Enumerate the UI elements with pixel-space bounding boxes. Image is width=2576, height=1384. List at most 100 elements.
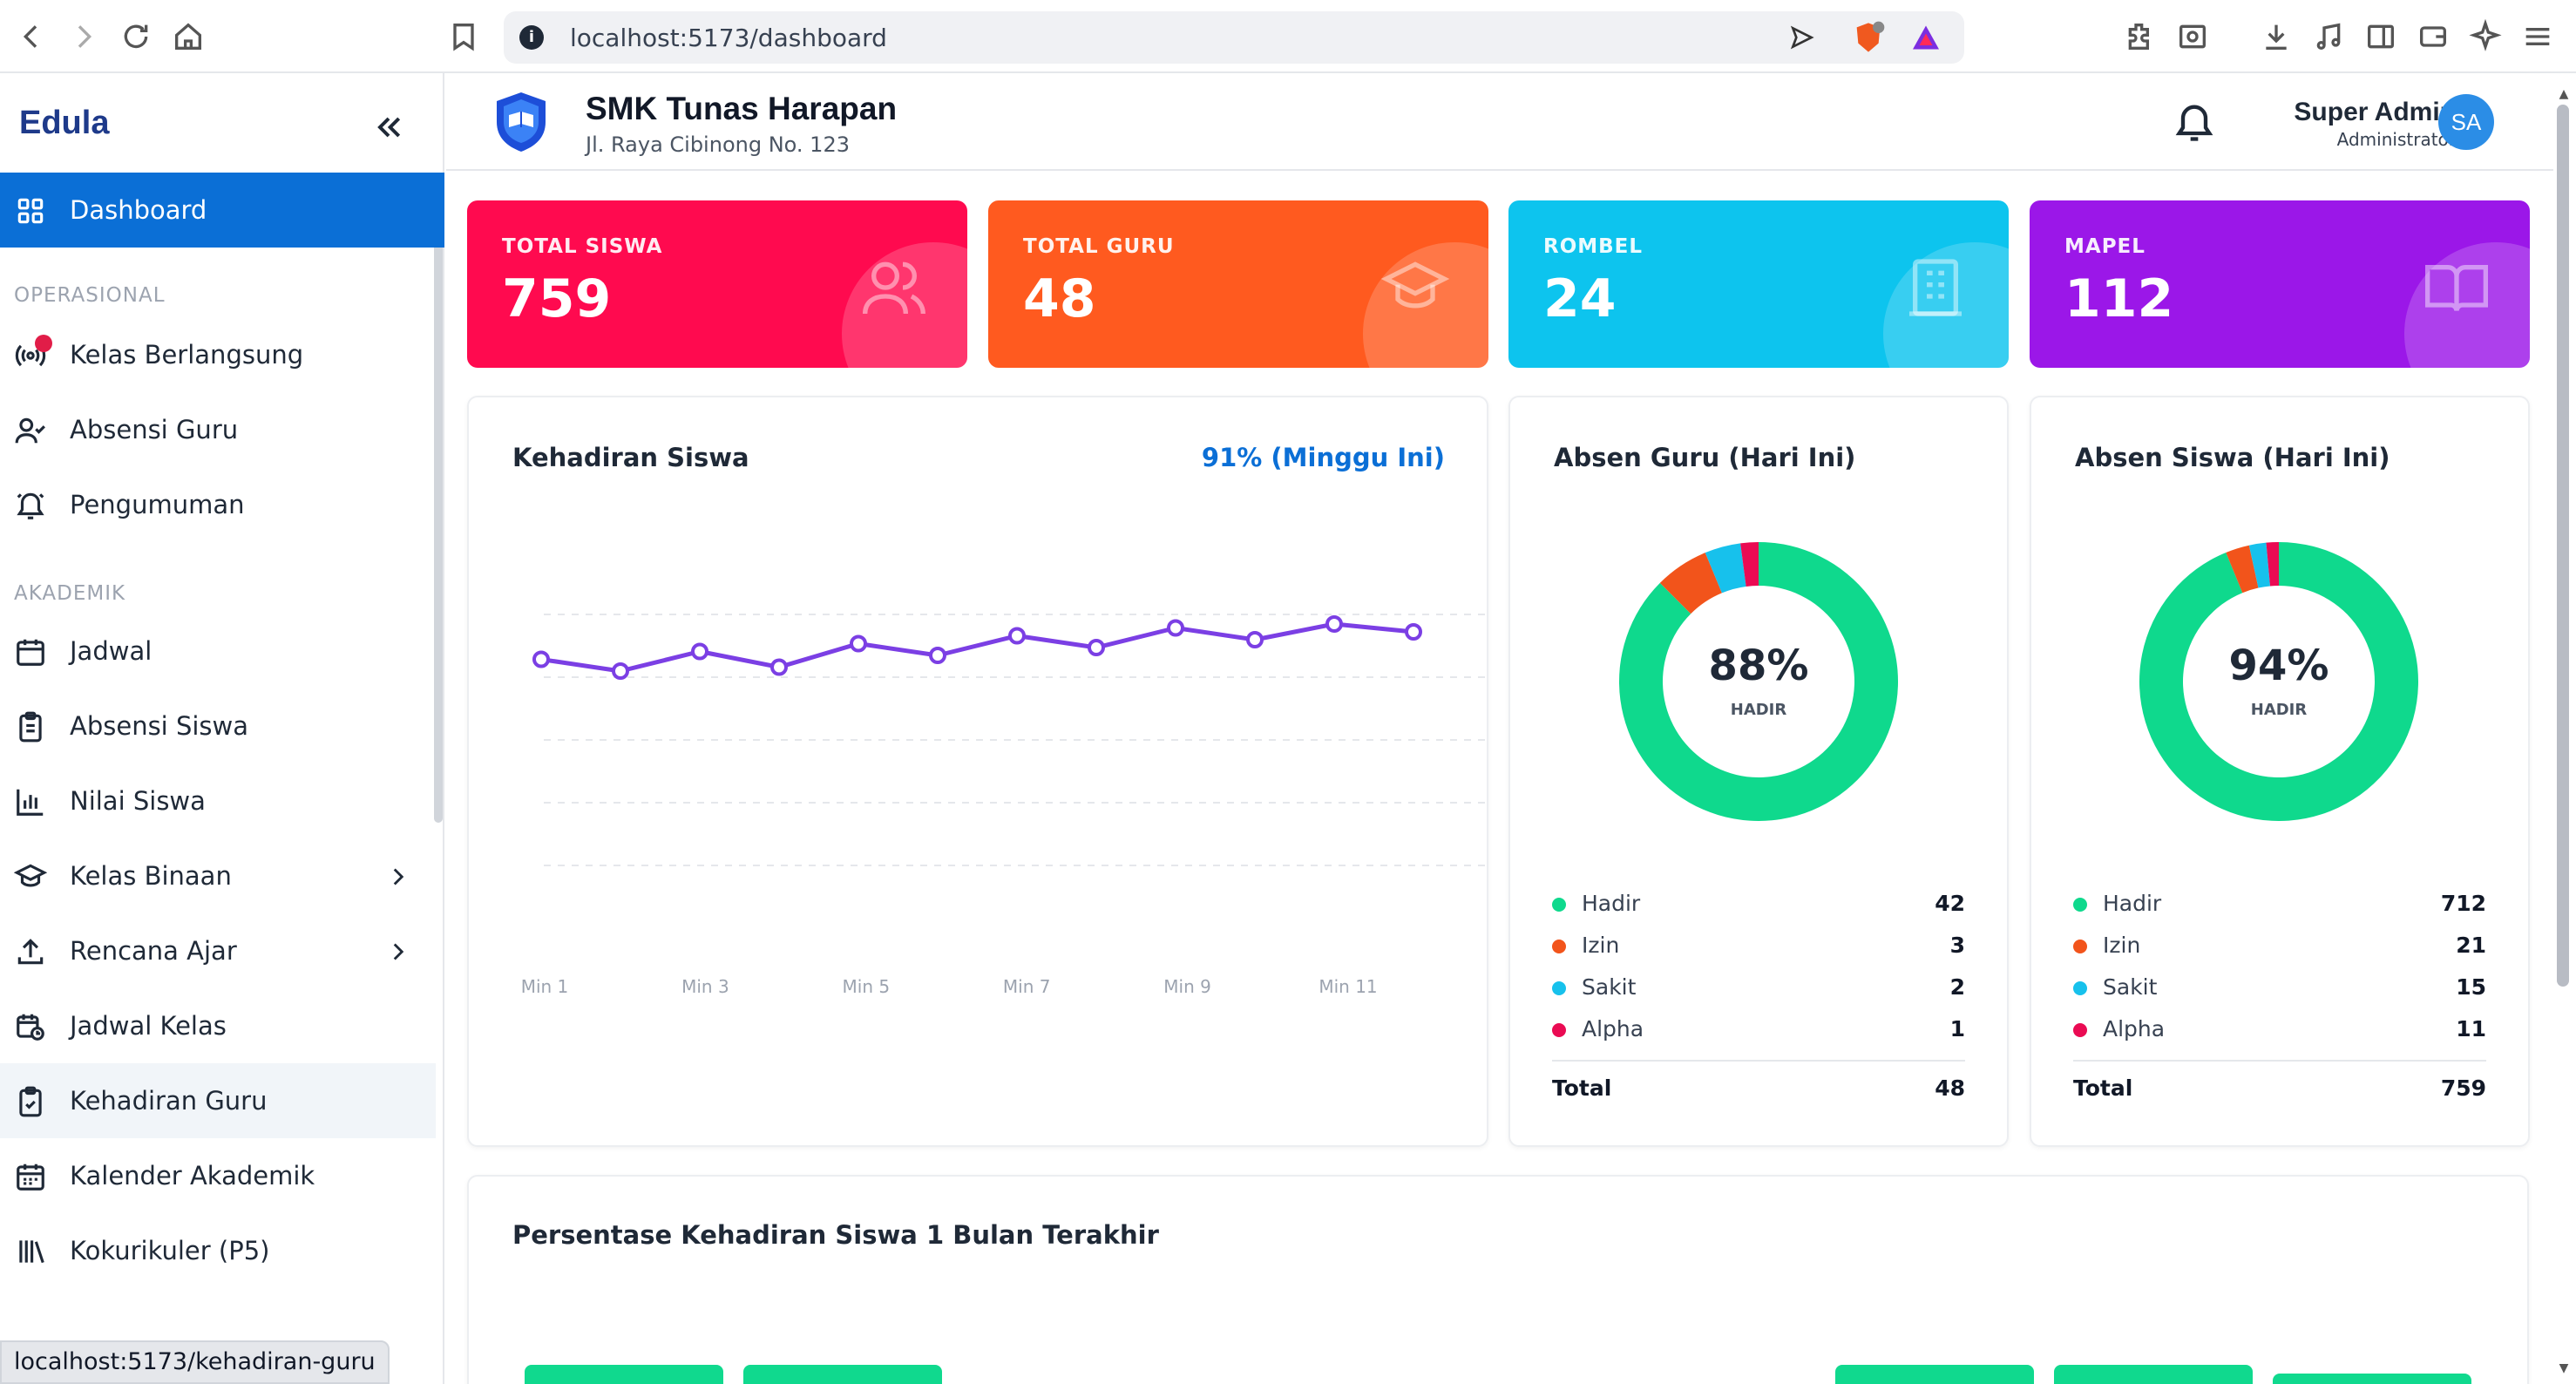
legend-row: Izin 21 bbox=[2073, 929, 2486, 964]
sidebar-item-kehadiran-guru[interactable]: Kehadiran Guru bbox=[0, 1063, 436, 1138]
legend-row: Alpha 1 bbox=[1552, 1013, 1965, 1048]
data-point[interactable] bbox=[1088, 639, 1105, 656]
donut-center-label: HADIR bbox=[2250, 701, 2308, 719]
brave-shield-icon[interactable] bbox=[1851, 20, 1886, 55]
sidebar-item-kelas-binaan[interactable]: Kelas Binaan bbox=[0, 838, 436, 913]
legend-label: Alpha bbox=[2103, 1016, 2166, 1041]
sidebar-item-label: Kehadiran Guru bbox=[70, 1086, 268, 1116]
legend-value: 42 bbox=[1935, 891, 1965, 916]
panel-title: Kehadiran Siswa bbox=[512, 443, 749, 472]
data-point[interactable] bbox=[1246, 631, 1264, 648]
data-point[interactable] bbox=[612, 662, 629, 680]
data-point[interactable] bbox=[1008, 627, 1026, 645]
scroll-up-arrow[interactable]: ▲ bbox=[2559, 87, 2569, 101]
graduation-cap-icon bbox=[1380, 261, 1450, 309]
school-shield-icon bbox=[497, 92, 546, 152]
screenshot-icon[interactable] bbox=[2175, 19, 2210, 54]
legend-label: Hadir bbox=[2103, 891, 2162, 916]
donut-slice-hadir[interactable] bbox=[2139, 542, 2418, 821]
data-point[interactable] bbox=[1325, 615, 1343, 633]
monthly-bar[interactable] bbox=[2273, 1374, 2471, 1384]
forward-icon[interactable] bbox=[66, 19, 101, 54]
menu-icon[interactable] bbox=[2520, 19, 2555, 54]
upload-icon bbox=[17, 939, 44, 965]
data-point[interactable] bbox=[532, 650, 550, 668]
legend-row: Hadir 42 bbox=[1552, 887, 1965, 922]
bookmark-icon[interactable] bbox=[446, 19, 481, 54]
sidebar-item-kalender-akademik[interactable]: Kalender Akademik bbox=[0, 1138, 436, 1213]
section-label-operasional: OPERASIONAL bbox=[14, 284, 166, 307]
data-point[interactable] bbox=[1405, 623, 1422, 641]
sidebar-scrollbar[interactable] bbox=[434, 204, 443, 823]
legend-row: Izin 3 bbox=[1552, 929, 1965, 964]
user-check-icon bbox=[15, 417, 45, 444]
donut-slice-izin[interactable] bbox=[2226, 545, 2259, 594]
donut-slice-sakit[interactable] bbox=[2248, 542, 2270, 588]
sidebar-item-kokurikuler[interactable]: Kokurikuler (P5) bbox=[0, 1213, 436, 1288]
monthly-bar[interactable] bbox=[525, 1365, 723, 1384]
section-label-akademik: AKADEMIK bbox=[14, 582, 126, 605]
donut-slice-sakit[interactable] bbox=[1705, 543, 1746, 594]
music-icon[interactable] bbox=[2311, 19, 2346, 54]
sidebar-item-absensi-siswa[interactable]: Absensi Siswa bbox=[0, 689, 436, 763]
data-point[interactable] bbox=[1167, 619, 1184, 637]
sidebar-item-absensi-guru[interactable]: Absensi Guru bbox=[0, 392, 436, 467]
chevron-right-icon[interactable] bbox=[383, 862, 413, 892]
wallet-icon[interactable] bbox=[2416, 19, 2451, 54]
scroll-down-arrow[interactable]: ▼ bbox=[2559, 1361, 2569, 1375]
main-scrollbar-thumb[interactable] bbox=[2557, 105, 2569, 987]
home-icon[interactable] bbox=[171, 19, 206, 54]
stat-card-mapel[interactable]: MAPEL 112 bbox=[2030, 200, 2530, 368]
stat-card-total-guru[interactable]: TOTAL GURU 48 bbox=[988, 200, 1488, 368]
chevron-right-icon[interactable] bbox=[383, 937, 413, 967]
ai-sparkle-icon[interactable] bbox=[2468, 19, 2503, 54]
donut-slice-izin[interactable] bbox=[1659, 553, 1722, 614]
reload-icon[interactable] bbox=[119, 19, 153, 54]
clipboard-check-icon bbox=[19, 1086, 42, 1117]
top-header: SMK Tunas Harapan Jl. Raya Cibinong No. … bbox=[446, 73, 2560, 171]
donut-slice-alpha[interactable] bbox=[1740, 542, 1759, 587]
book-open-icon bbox=[2425, 265, 2488, 312]
site-info-icon[interactable]: i bbox=[519, 25, 544, 50]
brave-rewards-icon[interactable] bbox=[1910, 22, 1942, 53]
legend-dot bbox=[2073, 1023, 2087, 1037]
stat-card-rombel[interactable]: ROMBEL 24 bbox=[1508, 200, 2009, 368]
user-name[interactable]: Super Admin bbox=[2294, 98, 2456, 126]
sidebar: Edula Dashboard OPERASIONAL Kelas Berlan… bbox=[0, 73, 444, 1384]
stat-card-total-siswa[interactable]: TOTAL SISWA 759 bbox=[467, 200, 967, 368]
series-line bbox=[540, 621, 1414, 674]
donut-slice-alpha[interactable] bbox=[2266, 542, 2279, 587]
data-point[interactable] bbox=[850, 634, 867, 653]
collapse-sidebar-icon[interactable] bbox=[371, 110, 406, 145]
sidebar-item-label: Pengumuman bbox=[70, 490, 245, 519]
brand-logo[interactable]: Edula bbox=[19, 105, 110, 141]
monthly-bar[interactable] bbox=[1835, 1365, 2034, 1384]
extensions-icon[interactable] bbox=[2123, 19, 2158, 54]
data-point[interactable] bbox=[929, 647, 946, 664]
bell-icon[interactable] bbox=[2172, 99, 2217, 145]
avatar[interactable]: SA bbox=[2438, 94, 2494, 150]
sidebar-toggle-icon[interactable] bbox=[2363, 19, 2398, 54]
data-point[interactable] bbox=[691, 642, 708, 661]
data-point[interactable] bbox=[770, 658, 788, 676]
address-bar[interactable]: i localhost:5173/dashboard bbox=[504, 11, 1964, 64]
sidebar-item-label: Dashboard bbox=[70, 195, 207, 225]
legend-dot bbox=[2073, 940, 2087, 953]
sidebar-item-pengumuman[interactable]: Pengumuman bbox=[0, 467, 436, 542]
back-icon[interactable] bbox=[14, 19, 49, 54]
legend-value: 3 bbox=[1949, 933, 1965, 958]
sidebar-item-jadwal-kelas[interactable]: Jadwal Kelas bbox=[0, 988, 436, 1063]
library-icon bbox=[19, 1240, 44, 1264]
download-icon[interactable] bbox=[2259, 19, 2294, 54]
sidebar-item-rencana-ajar[interactable]: Rencana Ajar bbox=[0, 913, 436, 988]
sidebar-item-jadwal[interactable]: Jadwal bbox=[0, 614, 436, 689]
sidebar-item-kelas-berlangsung[interactable]: Kelas Berlangsung bbox=[0, 317, 436, 392]
legend-dot bbox=[1552, 981, 1566, 995]
sidebar-item-nilai-siswa[interactable]: Nilai Siswa bbox=[0, 763, 436, 838]
monthly-bar[interactable] bbox=[2054, 1365, 2253, 1384]
legend-dot bbox=[1552, 898, 1566, 912]
sidebar-item-dashboard[interactable]: Dashboard bbox=[0, 173, 444, 248]
monthly-bar[interactable] bbox=[743, 1365, 942, 1384]
send-icon[interactable] bbox=[1788, 24, 1816, 51]
bell-ring-icon bbox=[17, 492, 44, 519]
